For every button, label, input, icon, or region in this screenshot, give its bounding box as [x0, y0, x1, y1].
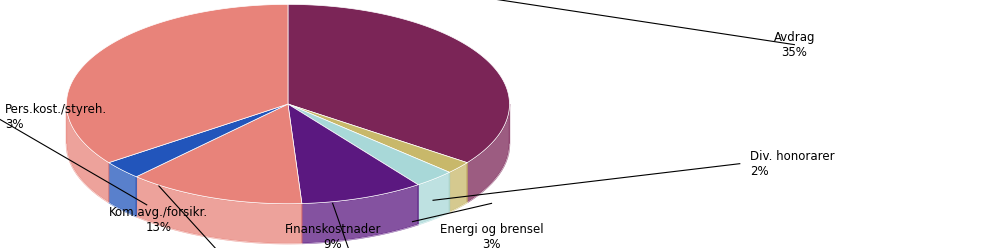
Polygon shape	[288, 104, 450, 185]
Polygon shape	[67, 104, 109, 203]
Polygon shape	[136, 104, 302, 204]
Polygon shape	[109, 104, 288, 177]
Polygon shape	[136, 177, 302, 244]
Polygon shape	[288, 104, 467, 172]
Text: Div. honorarer
2%: Div. honorarer 2%	[750, 150, 834, 178]
Text: Avdrag
35%: Avdrag 35%	[774, 31, 815, 59]
Polygon shape	[288, 104, 418, 204]
Text: Kom.avg./forsikr.
13%: Kom.avg./forsikr. 13%	[109, 206, 209, 234]
Text: Pers.kost./styreh.
3%: Pers.kost./styreh. 3%	[5, 103, 107, 130]
Polygon shape	[302, 185, 418, 244]
Polygon shape	[450, 163, 467, 212]
Polygon shape	[418, 172, 450, 225]
Polygon shape	[67, 4, 288, 163]
Text: Energi og brensel
3%: Energi og brensel 3%	[440, 223, 543, 248]
Polygon shape	[467, 104, 509, 203]
Polygon shape	[288, 4, 509, 163]
Polygon shape	[109, 163, 136, 217]
Text: Finanskostnader
9%: Finanskostnader 9%	[284, 223, 381, 248]
